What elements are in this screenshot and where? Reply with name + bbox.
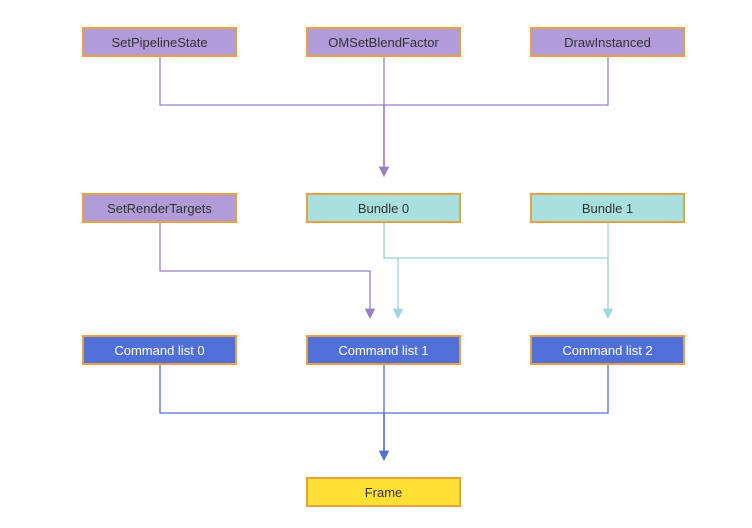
node-label: Command list 1 (338, 343, 428, 358)
edge-0 (160, 57, 384, 175)
diagram-edges (0, 0, 752, 528)
node-omblend: OMSetBlendFactor (306, 27, 461, 57)
node-label: DrawInstanced (564, 35, 651, 50)
edge-7 (160, 365, 384, 459)
node-label: OMSetBlendFactor (328, 35, 439, 50)
node-bundle1: Bundle 1 (530, 193, 685, 223)
node-bundle0: Bundle 0 (306, 193, 461, 223)
node-cmd2: Command list 2 (530, 335, 685, 365)
edge-5 (384, 223, 608, 317)
edge-9 (384, 365, 608, 459)
edge-4 (384, 223, 398, 317)
node-label: SetRenderTargets (107, 201, 212, 216)
node-label: Bundle 1 (582, 201, 633, 216)
node-label: Bundle 0 (358, 201, 409, 216)
node-label: Frame (365, 485, 403, 500)
node-cmd0: Command list 0 (82, 335, 237, 365)
edge-3 (160, 223, 370, 317)
node-label: Command list 2 (562, 343, 652, 358)
node-label: Command list 0 (114, 343, 204, 358)
edge-2 (384, 57, 608, 175)
node-setpipeline: SetPipelineState (82, 27, 237, 57)
node-label: SetPipelineState (111, 35, 207, 50)
node-setrender: SetRenderTargets (82, 193, 237, 223)
node-frame: Frame (306, 477, 461, 507)
node-drawinst: DrawInstanced (530, 27, 685, 57)
node-cmd1: Command list 1 (306, 335, 461, 365)
